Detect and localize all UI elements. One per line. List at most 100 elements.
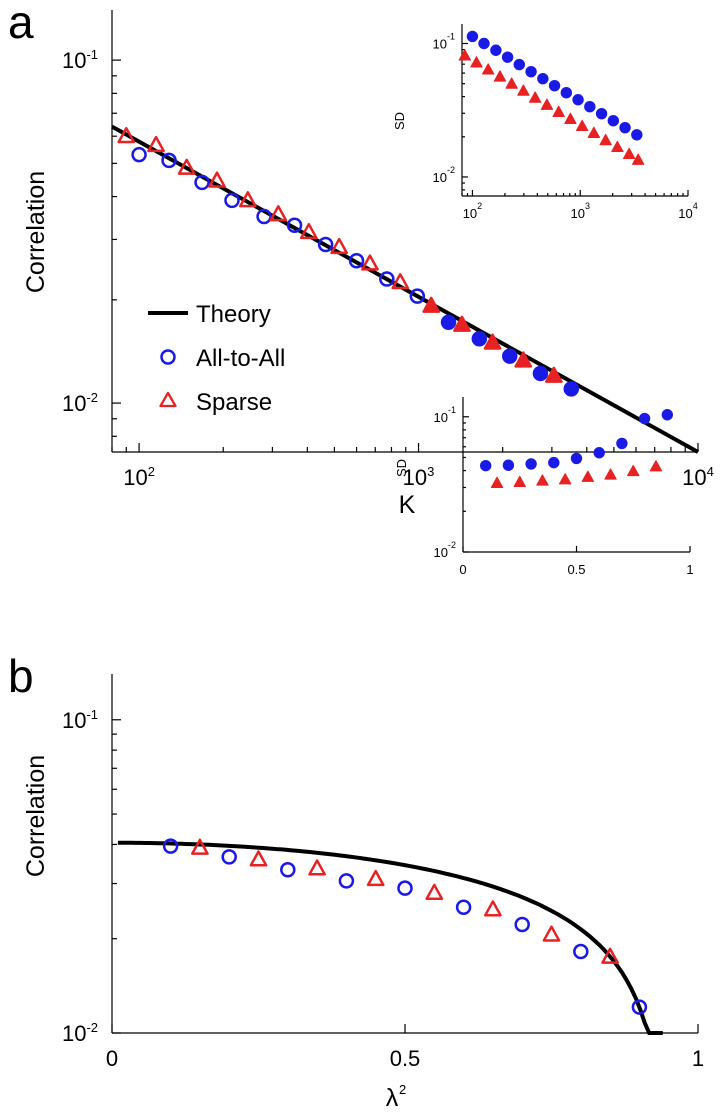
panel-a-x-tick-label: 104 [682,464,714,490]
all-to-all-point-filled [537,72,549,85]
sparse-point-filled [564,112,577,124]
sparse-point-filled [505,77,518,89]
panel-b-y-axis-label: Correlation [22,755,50,877]
all-to-all-point-filled [502,459,515,471]
sparse-point-filled [483,333,502,350]
all-to-all-point [514,916,530,933]
all-to-all-point-filled [478,37,490,50]
sparse-point-filled [604,468,617,480]
sparse-point-filled [493,70,507,82]
panel-a-y-axis-label: Correlation [22,171,50,293]
all-to-all-point [631,999,648,1015]
sparse-point-filled [627,464,640,477]
sparse-point [177,158,196,175]
all-to-all-point-filled [525,65,537,78]
panel-b-inset-y-tick-label: 10-1 [434,405,456,425]
all-to-all-point [256,208,272,225]
panel-a: a Correlation K 102 103 104 10-2 10-1 SD 102… [8,0,714,519]
all-to-all-point-filled [513,58,525,71]
sparse-point-filled [490,476,504,488]
sparse-point-filled [631,153,645,165]
sparse-point-filled [481,63,495,75]
panel-a-inset-y-label: SD [392,112,407,130]
panel-a-y-tick-label: 10-2 [62,390,98,416]
sparse-point-filled [528,91,542,103]
all-to-all-point-filled [440,314,457,331]
sparse-point-filled [517,84,530,96]
all-to-all-point-filled [480,459,492,472]
panel-a-x-axis-label: K [399,491,416,519]
panel-b-inset-x-tick-label: 0.5 [567,562,585,577]
sparse-point [361,254,379,271]
all-to-all-point-filled [638,412,651,425]
all-to-all-point-filled [490,44,502,56]
sparse-point-filled [581,470,595,482]
panel-b-inset-y-label: SD [394,459,409,477]
sparse-point [208,171,226,188]
sparse-point [147,135,165,153]
panel-b-y-tick-label: 10-2 [62,1020,98,1046]
legend-all-to-all-marker [160,349,176,365]
panel-b-inset: SD 0 0.5 1 10-2 10-1 [394,397,694,577]
all-to-all-point-filled [572,94,584,106]
sparse-point [308,859,326,876]
all-to-all-point [348,253,365,269]
all-to-all-point [280,862,296,878]
all-to-all-point-filled [525,458,537,470]
sparse-point-filled [422,296,441,313]
sparse-point-filled [458,49,472,61]
all-to-all-point [397,880,413,896]
panel-a-plot-area: 102 103 104 10-2 10-1 [62,10,714,490]
sparse-point-filled [611,140,624,153]
all-to-all-point [161,152,177,169]
panel-b-x-axis-label-superscript: 2 [399,1082,406,1097]
all-to-all-point-filled [548,79,561,92]
panel-a-legend: Theory All-to-All Sparse [148,301,285,416]
sparse-point-filled [453,315,471,332]
all-to-all-point [409,288,426,304]
all-to-all-point [573,943,589,960]
all-to-all-point-filled [607,114,620,127]
legend-sparse-marker [159,391,177,408]
all-to-all-point-filled [570,452,583,465]
sparse-point [238,191,257,208]
sparse-point [330,237,349,255]
panel-a-letter: a [8,0,34,48]
sparse-point-filled [649,460,663,472]
all-to-all-point-filled [616,437,628,450]
sparse-point-filled [622,147,636,160]
all-to-all-point [224,192,240,209]
sparse-point-filled [558,473,572,485]
sparse-point-filled [514,351,533,368]
theory-curve [117,840,663,1035]
panel-b: b Correlation λ 2 0 0.5 1 10-2 10-1 SD 0 0.5 1… [8,397,704,1112]
sparse-point [299,222,318,240]
sparse-point [425,883,444,900]
panel-b-letter: b [8,650,34,702]
legend-sparse-label: Sparse [196,389,272,416]
all-to-all-point-filled [595,107,608,120]
sparse-point-filled [536,474,549,486]
panel-b-y-tick-label: 10-1 [62,707,98,733]
all-to-all-point [379,271,395,287]
sparse-point [249,850,268,867]
legend-theory-label: Theory [196,301,271,328]
sparse-point [484,900,502,917]
sparse-point [191,838,209,855]
sparse-point-filled [552,105,565,117]
panel-a-inset-x-tick-label: 102 [463,201,482,221]
sparse-point [542,925,561,942]
panel-b-inset-x-tick-label: 0 [459,562,466,577]
sparse-point-filled [540,98,554,110]
panel-a-y-tick-label: 10-1 [62,47,98,73]
sparse-point [601,947,619,964]
panel-a-inset: SD 102 103 104 10-2 10-1 [392,24,698,221]
all-to-all-point-filled [466,30,479,43]
sparse-point-filled [513,475,526,488]
sparse-point [366,869,385,887]
panel-a-inset-y-tick-label: 10-2 [433,165,455,185]
all-to-all-point [221,849,237,865]
sparse-point-filled [470,56,483,68]
panel-b-x-tick-label: 0 [106,1046,118,1071]
all-to-all-point [194,174,210,191]
